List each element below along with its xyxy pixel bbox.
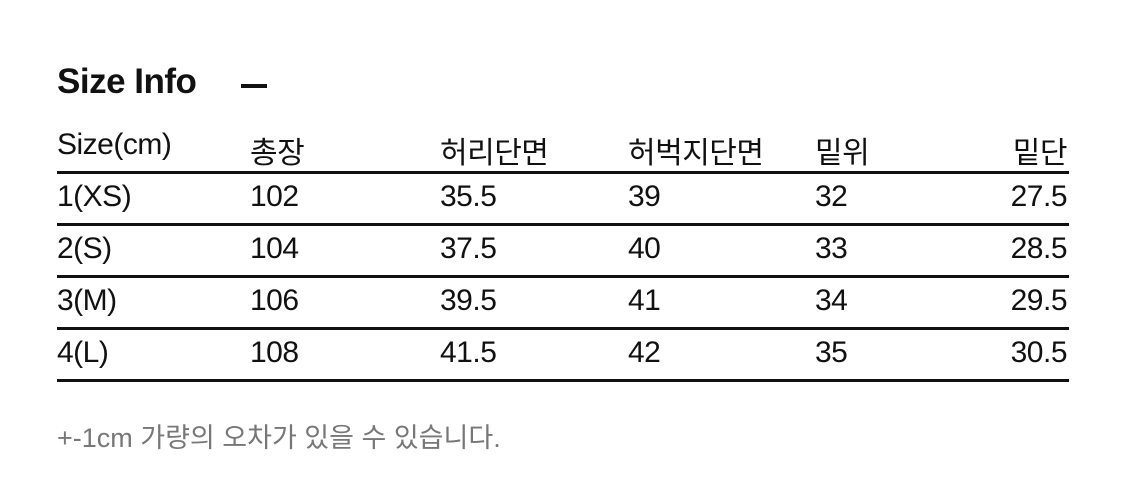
table-cell: 106 (250, 284, 299, 317)
table-cell: 41.5 (440, 336, 497, 369)
table-cell: 37.5 (440, 232, 497, 265)
table-cell: 30.5 (1010, 336, 1068, 369)
table-row: 3(M) 106 39.5 41 34 29.5 (57, 275, 1069, 327)
tolerance-note: +-1cm 가량의 오차가 있을 수 있습니다. (57, 423, 501, 453)
table-cell: 32 (815, 180, 848, 213)
header-cell: 허리단면 (440, 137, 549, 170)
table-cell: 1(XS) (57, 180, 132, 213)
table-cell: 29.5 (1010, 284, 1068, 317)
header-cell: Size(cm) (57, 128, 172, 161)
table-row: 1(XS) 102 35.5 39 32 27.5 (57, 171, 1069, 223)
table-cell: 28.5 (1010, 232, 1068, 265)
table-cell: 33 (815, 232, 848, 265)
table-cell: 3(M) (57, 284, 117, 317)
table-cell: 41 (628, 284, 661, 317)
header-cell: 총장 (250, 137, 305, 170)
table-cell: 35.5 (440, 180, 497, 213)
table-cell: 42 (628, 336, 661, 369)
table-cell: 104 (250, 232, 299, 265)
table-cell: 27.5 (1010, 180, 1068, 213)
table-cell: 2(S) (57, 232, 112, 265)
table-cell: 4(L) (57, 336, 109, 369)
size-table: Size(cm) 총장 허리단면 허벅지단면 밑위 밑단 1(XS) 102 3… (57, 122, 1069, 382)
table-cell: 34 (815, 284, 848, 317)
table-cell: 102 (250, 180, 299, 213)
table-cell: 40 (628, 232, 661, 265)
header-cell: 밑단 (1012, 137, 1068, 170)
table-row: 4(L) 108 41.5 42 35 30.5 (57, 327, 1069, 382)
table-header-row: Size(cm) 총장 허리단면 허벅지단면 밑위 밑단 (57, 122, 1069, 171)
collapse-toggle-icon[interactable] (241, 84, 267, 88)
section-title: Size Info (57, 62, 197, 101)
table-cell: 39 (628, 180, 661, 213)
table-cell: 35 (815, 336, 848, 369)
table-cell: 108 (250, 336, 299, 369)
table-cell: 39.5 (440, 284, 497, 317)
header-cell: 허벅지단면 (628, 137, 764, 170)
header-cell: 밑위 (815, 137, 870, 170)
table-row: 2(S) 104 37.5 40 33 28.5 (57, 223, 1069, 275)
